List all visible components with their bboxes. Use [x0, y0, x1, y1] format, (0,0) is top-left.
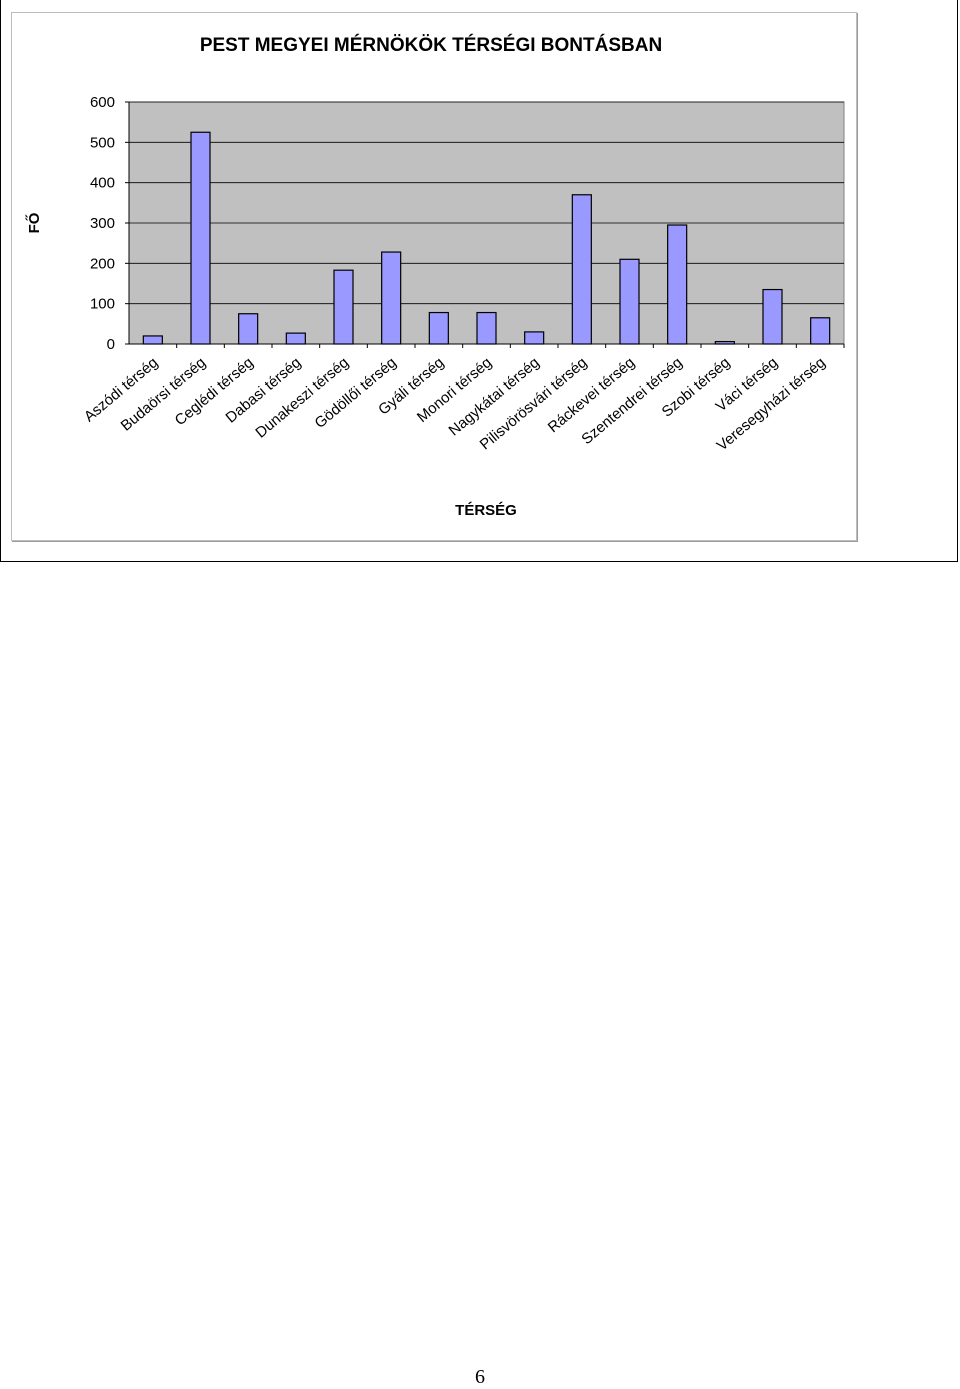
- chart-title: PEST MEGYEI MÉRNÖKÖK TÉRSÉGI BONTÁSBAN: [200, 34, 662, 56]
- y-tick-label: 500: [90, 134, 115, 151]
- bar-8: [476, 311, 497, 345]
- bar-2: [190, 131, 211, 345]
- x-tick-label: Gödöllői térség: [312, 354, 400, 432]
- bar-5: [333, 269, 354, 345]
- y-tick-label: 300: [90, 215, 115, 232]
- page-frame: [0, 0, 958, 562]
- x-tick-label: Budaörsi térség: [118, 354, 209, 435]
- bar-13: [714, 340, 735, 345]
- y-tick-label: 600: [90, 94, 115, 111]
- y-tick-label: 0: [107, 336, 115, 353]
- y-tick-label: 100: [90, 296, 115, 313]
- bar-15: [810, 317, 831, 345]
- bar-9: [524, 331, 545, 345]
- bar-10: [571, 194, 592, 345]
- bar-chart: PEST MEGYEI MÉRNÖKÖK TÉRSÉGI BONTÁSBAN 0 1…: [25, 34, 845, 519]
- bar-11: [619, 258, 640, 345]
- x-axis-label: TÉRSÉG: [455, 502, 517, 519]
- bar-12: [667, 224, 688, 345]
- bar-7: [428, 311, 449, 345]
- chart-area: PEST MEGYEI MÉRNÖKÖK TÉRSÉGI BONTÁSBAN 0 1…: [11, 12, 857, 541]
- y-axis-label: FŐ: [25, 212, 43, 233]
- bar-14: [762, 288, 783, 345]
- y-tick-label: 200: [90, 255, 115, 272]
- bar-6: [381, 251, 402, 345]
- page-number: 6: [475, 1366, 485, 1388]
- bar-4: [285, 332, 306, 345]
- y-tick-label: 400: [90, 175, 115, 192]
- bar-3: [238, 313, 259, 345]
- bar-1: [142, 335, 163, 345]
